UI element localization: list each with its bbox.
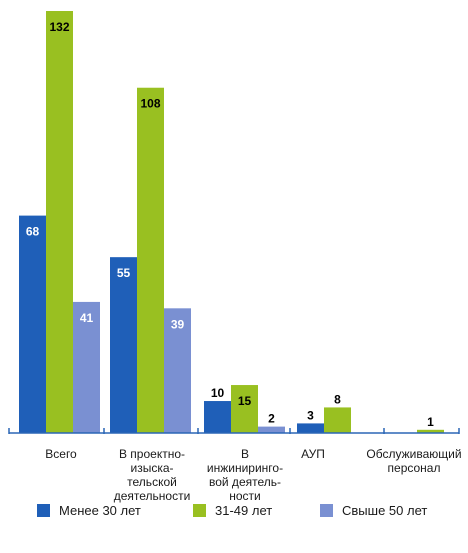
data-label: 68 [26, 225, 40, 239]
data-label: 55 [117, 266, 131, 280]
legend-item-series-1: Менее 30 лет [37, 503, 141, 518]
category-labels: Всего В проектно-изыска-тельской деятельно… [45, 447, 461, 503]
data-label: 2 [268, 412, 275, 426]
data-label: 10 [211, 386, 225, 400]
bar-series-3-category-2 [164, 308, 191, 433]
category-label: Обслуживающий персонал [366, 447, 461, 475]
category-label: АУП [301, 447, 325, 461]
legend: Менее 30 лет 31-49 лет Свыше 50 лет [0, 503, 468, 533]
bar-series-1-category-3 [204, 401, 231, 433]
bar-series-1-category-2 [110, 257, 137, 433]
legend-label-series-1: Менее 30 лет [59, 503, 141, 518]
bar-series-3-category-1 [73, 301, 100, 433]
category-label: Всего [45, 447, 77, 461]
legend-label-series-3: Свыше 50 лет [342, 503, 428, 518]
data-label: 108 [140, 97, 160, 111]
bar-series-2-category-2 [137, 87, 164, 434]
bar-series-1-category-4 [297, 423, 324, 433]
data-label: 39 [171, 317, 185, 331]
data-label: 3 [307, 408, 314, 422]
bar-series-2-category-4 [324, 407, 351, 433]
category-label: В проектно-изыска-тельской деятельности [114, 447, 191, 503]
legend-item-series-2: 31-49 лет [193, 503, 272, 518]
legend-swatch-series-2 [193, 504, 206, 517]
bar-series-2-category-3 [231, 385, 258, 433]
legend-item-series-3: Свыше 50 лет [320, 503, 427, 518]
data-label: 15 [238, 394, 252, 408]
bar-series-2-category-1 [46, 11, 73, 433]
x-axis [8, 428, 460, 434]
bar-series-1-category-1 [19, 215, 46, 433]
data-label: 132 [49, 20, 69, 34]
legend-swatch-series-3 [320, 504, 333, 517]
data-label: 1 [427, 415, 434, 429]
bars-layer: 68 132 41 55 108 39 10 15 2 3 8 1 [19, 11, 444, 434]
legend-swatch-series-1 [37, 504, 50, 517]
data-label: 8 [334, 392, 341, 406]
legend-label-series-2: 31-49 лет [215, 503, 273, 518]
bar-series-2-category-5 [417, 429, 444, 433]
data-label: 41 [80, 311, 94, 325]
bar-series-3-category-3 [258, 426, 285, 433]
